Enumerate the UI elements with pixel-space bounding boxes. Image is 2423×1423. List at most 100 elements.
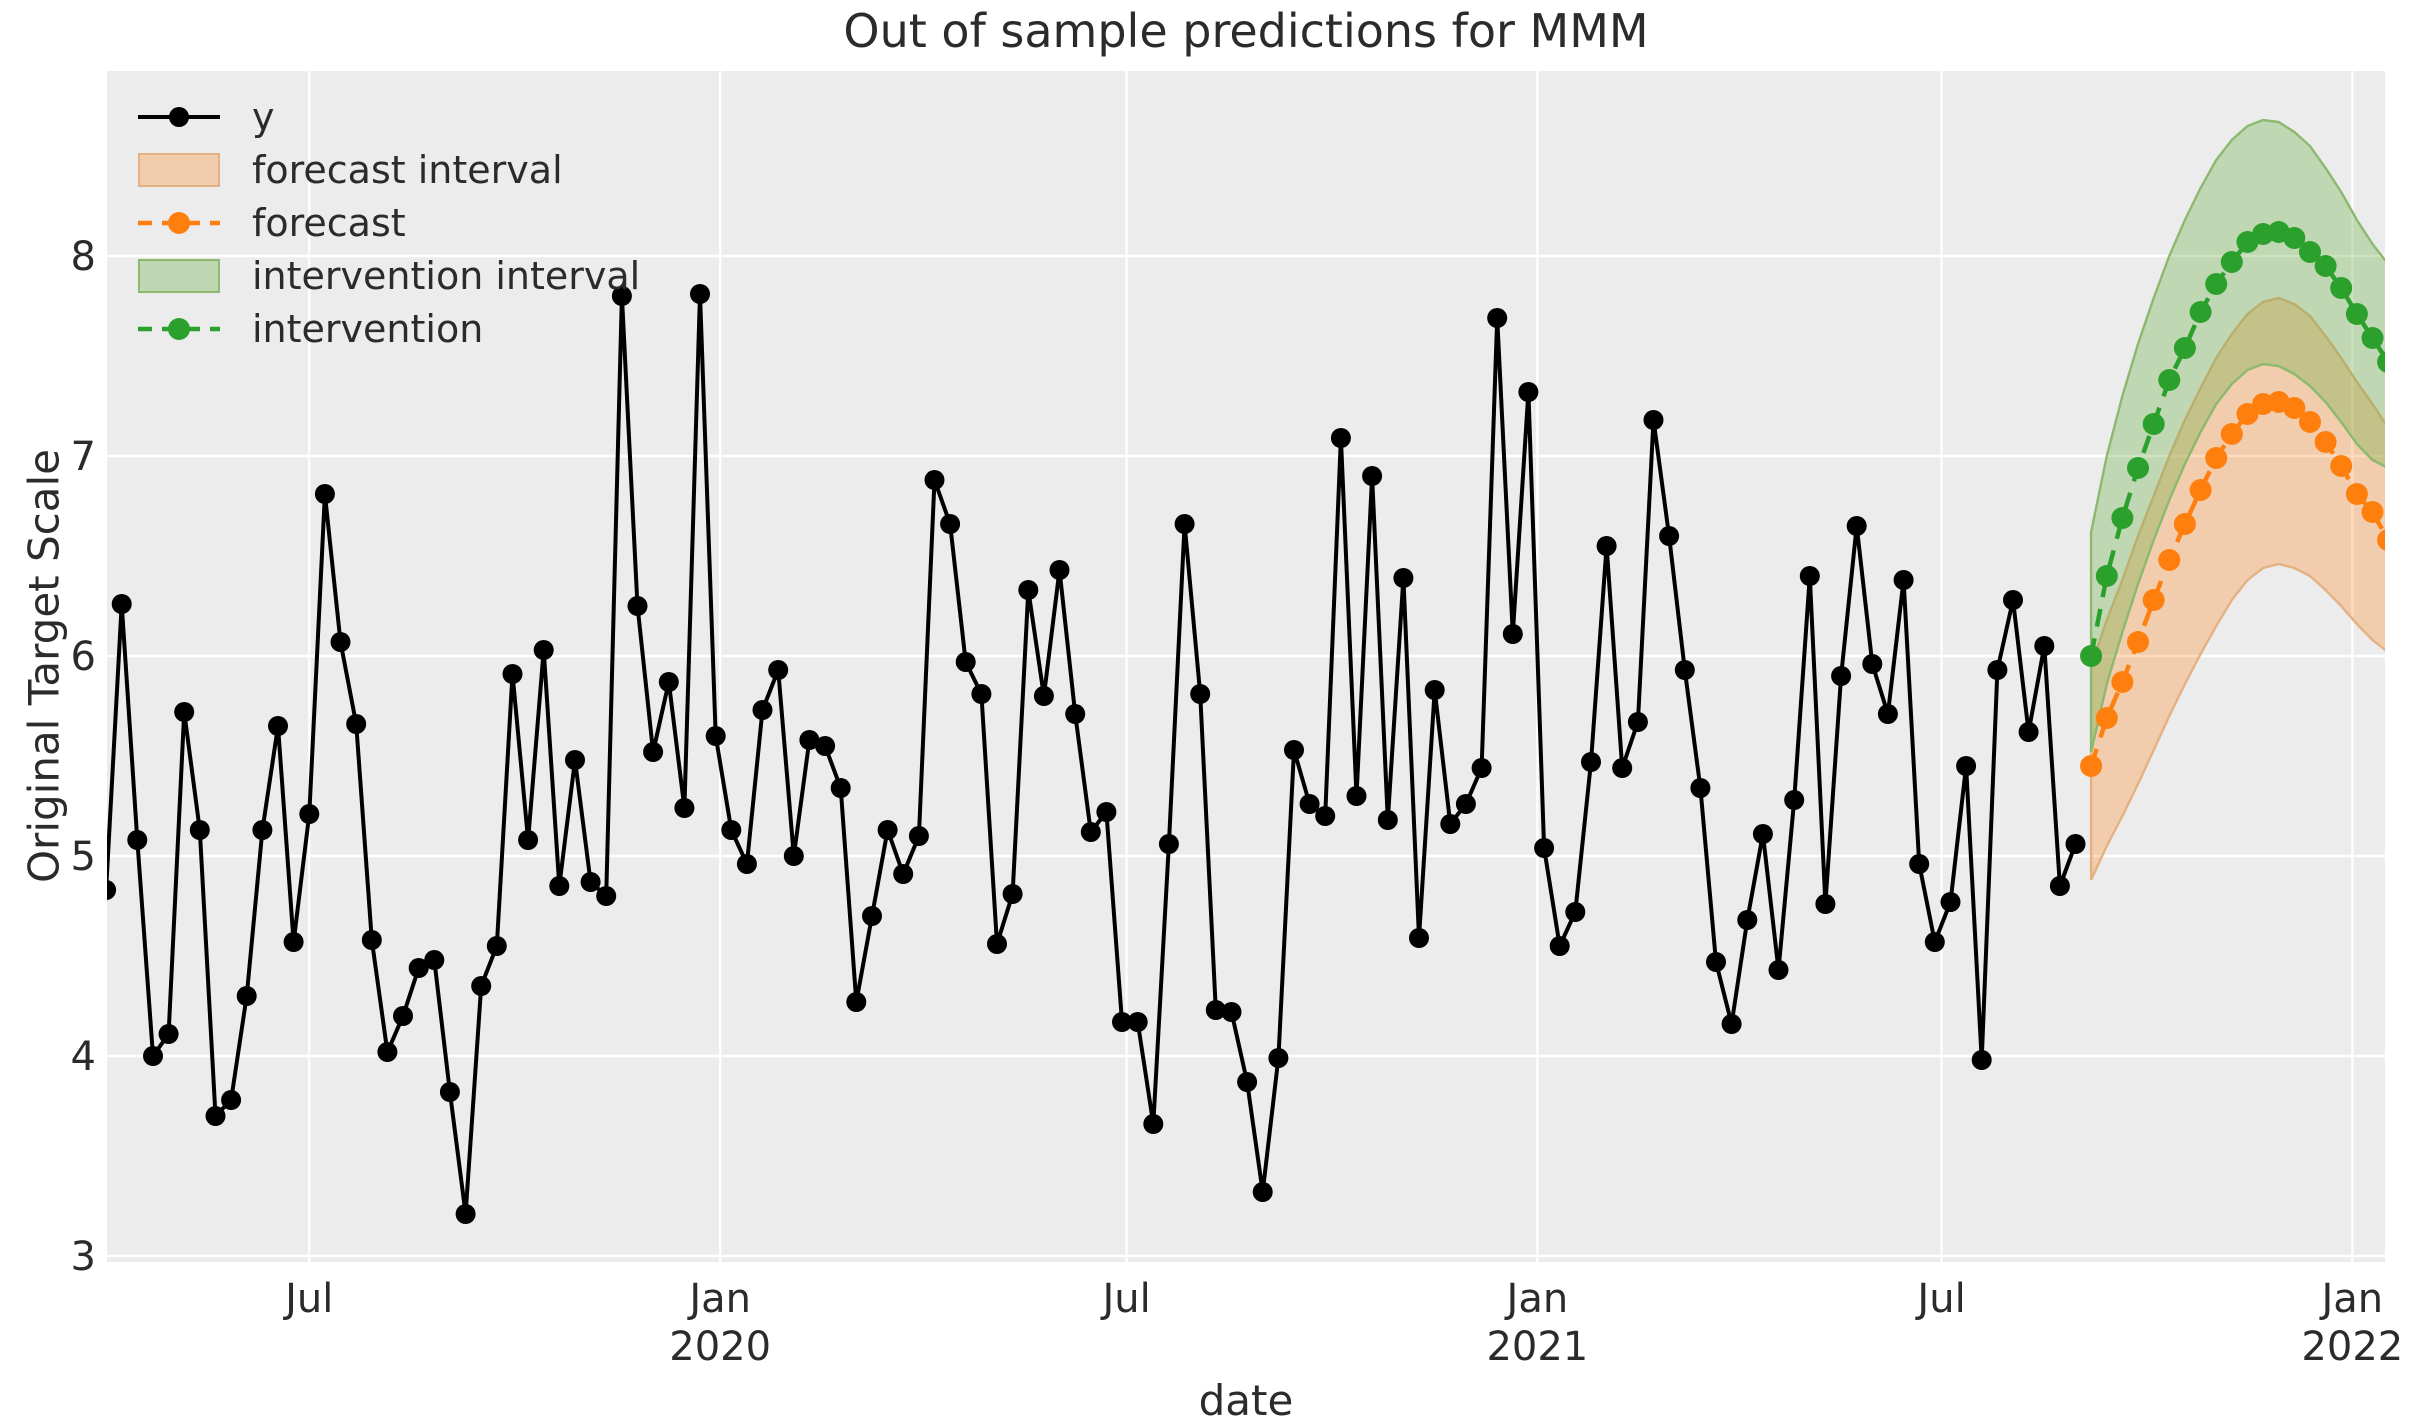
y-point bbox=[877, 820, 898, 840]
y-point bbox=[1049, 560, 1070, 580]
y-point bbox=[1956, 756, 1977, 776]
y-point bbox=[1627, 712, 1648, 732]
y-point bbox=[721, 820, 742, 840]
y-point bbox=[1205, 1000, 1226, 1020]
legend-label: intervention bbox=[252, 306, 484, 351]
y-point bbox=[221, 1090, 242, 1110]
y-point bbox=[1612, 758, 1633, 778]
forecast-point bbox=[2393, 535, 2415, 557]
y-point bbox=[705, 726, 726, 746]
y-point bbox=[1862, 654, 1883, 674]
legend: y forecast interval forecast interventio… bbox=[136, 90, 640, 355]
y-point bbox=[1143, 1114, 1164, 1134]
y-point bbox=[1315, 806, 1336, 826]
x-tick-label: Jul bbox=[282, 1276, 333, 1322]
forecast-point bbox=[2173, 513, 2196, 535]
y-point bbox=[408, 958, 429, 978]
intervention-point bbox=[2345, 303, 2368, 325]
y-point bbox=[2018, 722, 2039, 742]
y-tick-label: 8 bbox=[71, 234, 96, 280]
y-axis-label: Original Target Scale bbox=[19, 449, 69, 883]
x-tick-year-label: 2020 bbox=[669, 1324, 771, 1370]
legend-item-intervention-interval: intervention interval bbox=[136, 249, 640, 302]
y-point bbox=[518, 830, 539, 850]
y-point bbox=[1096, 802, 1117, 822]
y-point bbox=[2003, 590, 2023, 610]
x-tick-year-label: 2021 bbox=[1486, 1324, 1588, 1370]
y-point bbox=[471, 976, 492, 996]
series-group bbox=[107, 118, 2415, 1224]
y-point bbox=[205, 1106, 226, 1126]
forecast-point bbox=[2236, 403, 2259, 425]
y-point bbox=[1018, 580, 1039, 600]
y-point bbox=[1080, 822, 1101, 842]
y-point bbox=[1346, 786, 1367, 806]
y-point bbox=[1002, 884, 1023, 904]
y-tick-label: 4 bbox=[71, 1034, 96, 1080]
intervention-point bbox=[2158, 369, 2181, 391]
y-point bbox=[643, 742, 664, 762]
y-point bbox=[1659, 526, 1680, 546]
y-point bbox=[1174, 514, 1195, 534]
y-point bbox=[299, 804, 320, 824]
y-point bbox=[314, 484, 335, 504]
forecast-point bbox=[2330, 455, 2353, 477]
forecast-point bbox=[2142, 589, 2165, 611]
y-point bbox=[1455, 794, 1476, 814]
y-point bbox=[955, 652, 976, 672]
chart-title: Out of sample predictions for MMM bbox=[843, 4, 1649, 58]
forecast-point bbox=[2377, 529, 2385, 551]
intervention-point bbox=[2283, 227, 2306, 249]
y-point bbox=[924, 470, 945, 490]
forecast-point bbox=[2095, 707, 2118, 729]
y-point bbox=[107, 880, 117, 900]
intervention-interval-patch-icon bbox=[136, 258, 222, 293]
y-point bbox=[1768, 960, 1789, 980]
forecast-point bbox=[2158, 549, 2181, 571]
legend-item-y: y bbox=[136, 90, 640, 143]
y-point bbox=[1518, 382, 1539, 402]
y-point bbox=[1409, 928, 1429, 948]
y-point bbox=[862, 906, 882, 926]
intervention-point bbox=[2095, 565, 2118, 587]
y-point bbox=[1721, 1014, 1742, 1034]
forecast-series bbox=[2080, 391, 2415, 777]
intervention-point bbox=[2189, 301, 2212, 323]
y-point bbox=[815, 736, 836, 756]
legend-item-forecast-interval: forecast interval bbox=[136, 143, 640, 196]
y-point bbox=[1377, 810, 1398, 830]
y-point bbox=[783, 846, 804, 866]
y-point bbox=[1112, 1012, 1132, 1032]
x-axis-label: date bbox=[1198, 1376, 1294, 1423]
y-point bbox=[658, 672, 679, 692]
y-point bbox=[768, 660, 789, 680]
y-point bbox=[1502, 624, 1523, 644]
y-point bbox=[486, 936, 507, 956]
y-point bbox=[971, 684, 992, 704]
y-point bbox=[1393, 568, 1414, 588]
y-point bbox=[236, 986, 257, 1006]
y-point bbox=[1987, 660, 2008, 680]
y-point bbox=[2034, 636, 2055, 656]
y-point bbox=[893, 864, 914, 884]
y-point bbox=[1674, 660, 1695, 680]
intervention-point bbox=[2330, 277, 2353, 299]
x-tick-year-label: 2022 bbox=[2301, 1324, 2403, 1370]
y-point bbox=[1799, 566, 1820, 586]
y-point bbox=[1284, 740, 1304, 760]
y-point bbox=[736, 854, 757, 874]
forecast-point bbox=[2205, 447, 2228, 469]
y-point bbox=[252, 820, 273, 840]
y-point bbox=[502, 664, 523, 684]
y-point bbox=[1846, 516, 1867, 536]
y-tick-label: 6 bbox=[71, 634, 96, 680]
y-point bbox=[393, 1006, 413, 1026]
y-point bbox=[1815, 894, 1836, 914]
y-point bbox=[361, 930, 382, 950]
forecast-point bbox=[2299, 411, 2321, 433]
y-point bbox=[127, 830, 148, 850]
legend-label: y bbox=[252, 94, 275, 139]
